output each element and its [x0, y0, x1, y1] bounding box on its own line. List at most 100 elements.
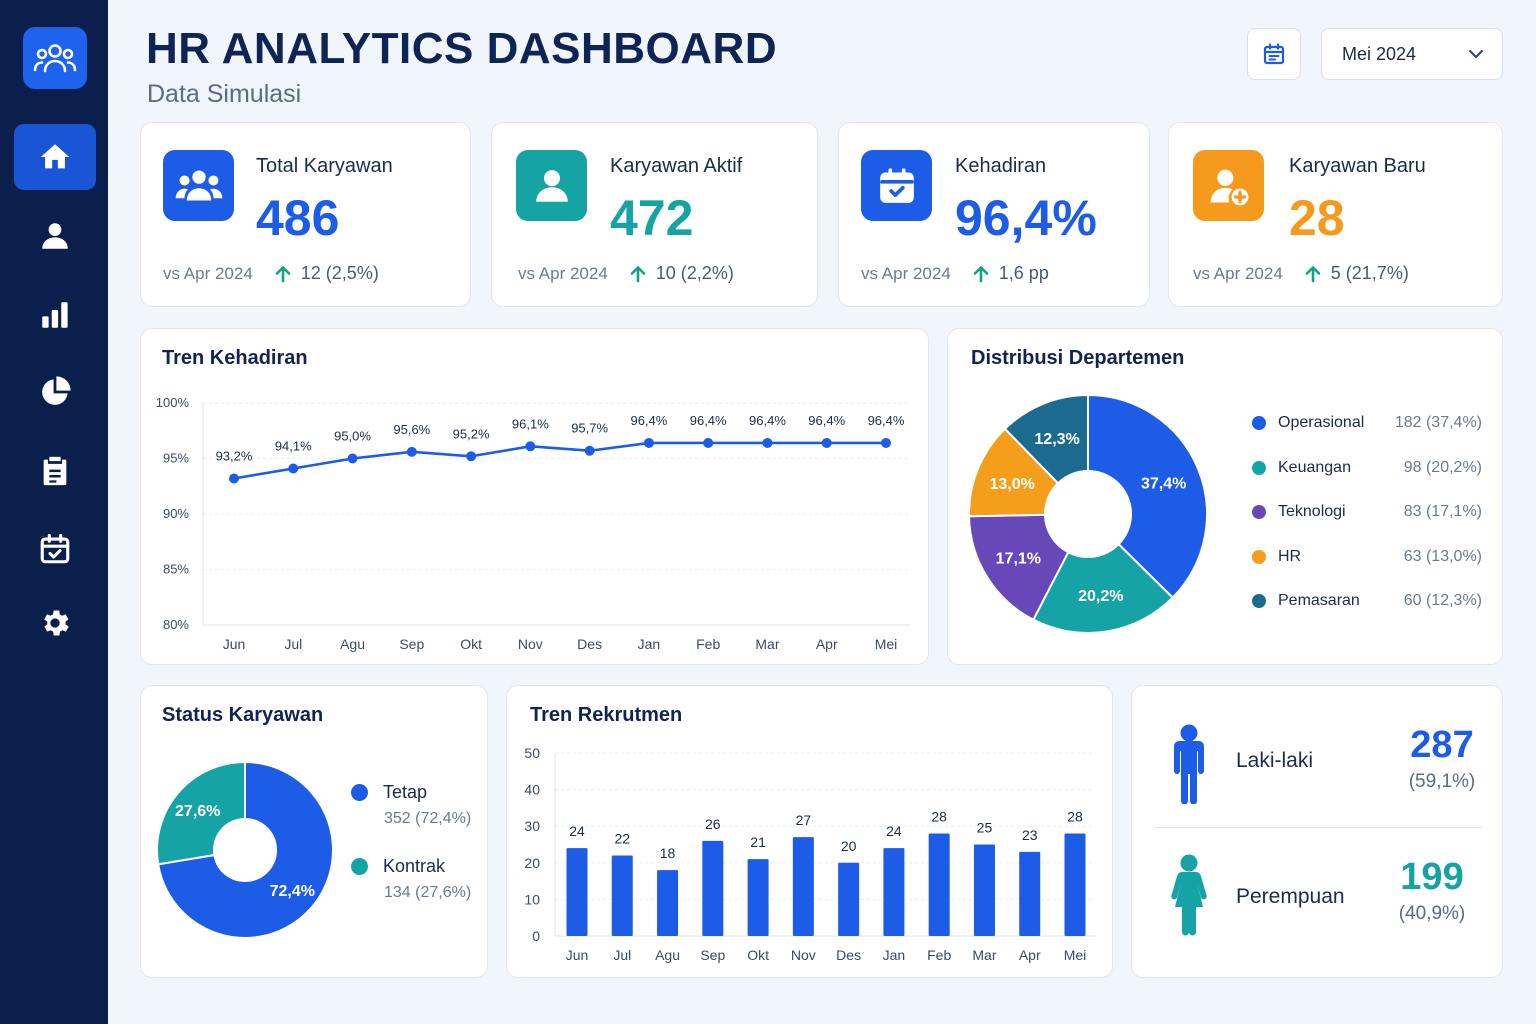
x-tick-label: Mei — [875, 636, 898, 652]
nav-attendance[interactable] — [14, 516, 96, 582]
kpi-footer: vs Apr 2024 10 (2,2%) — [518, 263, 734, 284]
data-label: 96,1% — [512, 416, 549, 431]
x-tick-label: Jun — [223, 636, 246, 652]
y-tick-label: 80% — [163, 617, 189, 632]
nav-home[interactable] — [14, 124, 96, 190]
y-tick-label: 20 — [524, 855, 540, 871]
slice-label: 27,6% — [175, 803, 220, 820]
gender-card: Laki-laki 287 (59,1%) Perempuan 199 (40,… — [1131, 685, 1503, 978]
kpi-value: 96,4% — [955, 190, 1097, 246]
data-label: 95,2% — [453, 426, 490, 441]
legend-label: Keuangan — [1278, 458, 1351, 476]
bar-value-label: 24 — [886, 823, 902, 839]
slice-label: 20,2% — [1078, 588, 1123, 605]
x-tick-label: Sep — [700, 947, 725, 963]
data-point — [703, 437, 714, 448]
data-label: 96,4% — [690, 413, 727, 428]
divider — [1154, 827, 1482, 828]
bar — [1019, 851, 1041, 936]
x-tick-label: Jul — [613, 947, 631, 963]
kpi-compare: vs Apr 2024 — [518, 263, 608, 283]
attendance-line-chart: 80% 85% 90% 95% 100% 93,2% Jun 94,1% Jul 95,0% Agu… — [156, 395, 911, 652]
bar — [883, 848, 905, 936]
arrow-up-icon — [973, 265, 989, 282]
nav-employees[interactable] — [14, 203, 96, 269]
bar-value-label: 18 — [660, 845, 676, 861]
kpi-footer: vs Apr 2024 5 (21,7%) — [1193, 263, 1409, 284]
gender-percent: (59,1%) — [1408, 771, 1476, 792]
data-label: 95,7% — [571, 421, 608, 436]
data-point — [288, 463, 299, 474]
kpi-compare: vs Apr 2024 — [163, 263, 253, 283]
data-label: 95,6% — [393, 422, 430, 437]
arrow-up-icon — [630, 265, 646, 282]
app-logo[interactable] — [23, 27, 87, 89]
legend-label: Kontrak — [383, 856, 446, 876]
legend-value: 134 (27,6%) — [384, 884, 472, 901]
x-tick-label: Sep — [399, 636, 424, 652]
nav-tasks[interactable] — [14, 438, 96, 504]
legend-dot — [351, 784, 368, 801]
gender-label: Laki-laki — [1236, 749, 1314, 772]
department-donut-chart: 37,4% 20,2% 17,1% 13,0% 12,3% — [968, 393, 1208, 634]
legend-item: Pemasaran — [1252, 592, 1360, 610]
data-point — [525, 441, 536, 452]
kpi-value: 472 — [610, 190, 694, 246]
calendar-icon — [1263, 43, 1285, 65]
x-tick-label: Mar — [972, 947, 996, 963]
legend-value: 60 (12,3%) — [1403, 592, 1482, 610]
y-tick-label: 0 — [532, 928, 540, 944]
status-donut-chart: 72,4% 27,6% — [156, 760, 334, 939]
bar-value-label: 20 — [841, 838, 857, 854]
x-tick-label: Agu — [655, 947, 680, 963]
arrow-up-icon — [275, 265, 291, 282]
data-point — [762, 437, 773, 448]
y-tick-label: 40 — [524, 782, 540, 798]
kpi-icon-box — [516, 150, 587, 221]
x-tick-label: Mei — [1064, 947, 1087, 963]
pie-slice — [1087, 393, 1208, 600]
bar-value-label: 28 — [931, 809, 947, 825]
kpi-delta: 1,6 pp — [998, 263, 1049, 283]
y-tick-label: 30 — [524, 818, 540, 834]
legend-dot — [1252, 460, 1266, 475]
y-tick-label: 95% — [163, 451, 189, 466]
slice-label: 37,4% — [1141, 475, 1186, 492]
pie-slice — [157, 760, 334, 939]
x-tick-label: Nov — [518, 636, 543, 652]
users-icon — [175, 169, 222, 200]
kpi-card-new-hires: Karyawan Baru 28 vs Apr 2024 5 (21,7%) — [1168, 122, 1503, 307]
y-tick-label: 90% — [163, 506, 189, 521]
nav-settings[interactable] — [14, 590, 96, 656]
month-select[interactable]: Mei 2024 — [1321, 28, 1503, 80]
nav-reports[interactable] — [14, 282, 96, 348]
nav-analytics[interactable] — [14, 359, 96, 425]
data-label: 96,4% — [868, 413, 905, 428]
legend-item: HR — [1252, 548, 1301, 566]
legend-label: Tetap — [383, 782, 428, 802]
kpi-delta: 5 (21,7%) — [1330, 263, 1409, 283]
bar-value-label: 22 — [614, 830, 630, 846]
status-card: Status Karyawan 72,4% 27,6% Tetap 352 (72,… — [140, 685, 488, 978]
home-icon — [40, 144, 70, 169]
x-tick-label: Agu — [340, 636, 365, 652]
x-tick-label: Apr — [1019, 947, 1041, 963]
x-tick-label: Feb — [696, 636, 720, 652]
legend-dot — [1252, 505, 1266, 520]
y-tick-label: 10 — [524, 891, 540, 907]
x-tick-label: Des — [577, 636, 602, 652]
x-tick-label: Nov — [791, 947, 816, 963]
pie-slice — [1003, 393, 1089, 485]
kpi-delta: 10 (2,2%) — [655, 263, 734, 283]
legend-dot — [1252, 549, 1266, 564]
bar — [792, 837, 814, 936]
data-label: 96,4% — [630, 413, 667, 428]
kpi-card-attendance: Kehadiran 96,4% vs Apr 2024 1,6 pp — [838, 122, 1150, 307]
bar-value-label: 27 — [796, 812, 812, 828]
calendar-button[interactable] — [1247, 28, 1301, 80]
data-label: 94,1% — [275, 438, 312, 453]
kpi-icon-box — [1193, 150, 1264, 221]
kpi-card-total: Total Karyawan 486 vs Apr 2024 12 (2,5%) — [140, 122, 471, 307]
legend-item: Keuangan — [1252, 459, 1351, 477]
user-icon — [535, 169, 568, 202]
